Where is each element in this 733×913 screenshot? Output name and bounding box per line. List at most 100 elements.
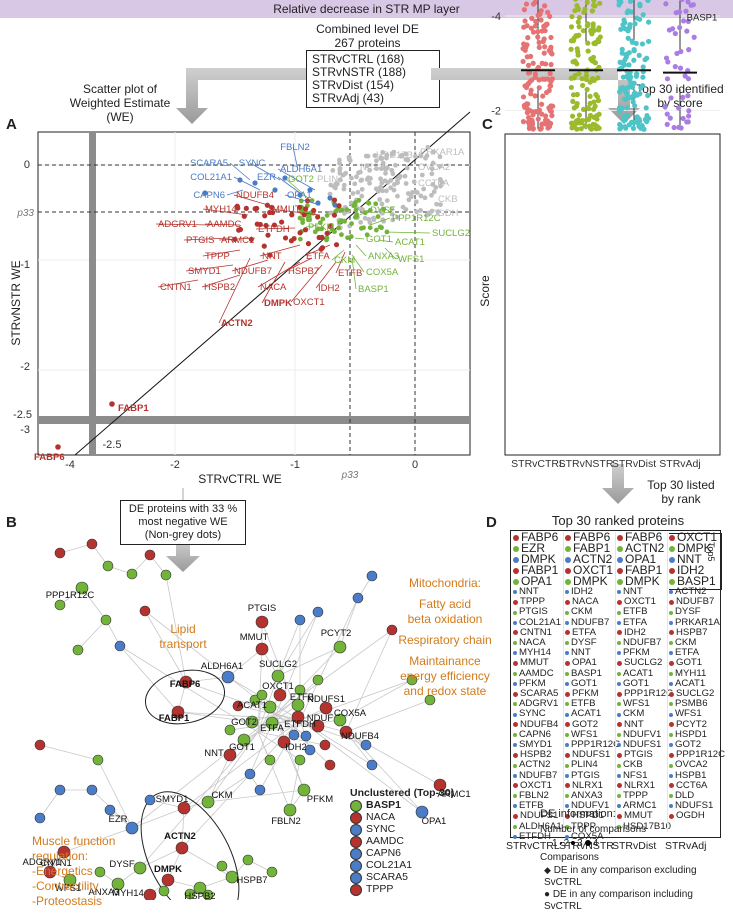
column-separator <box>667 532 668 832</box>
legend-item: CAPN6 <box>350 848 454 860</box>
ranked-dot <box>617 702 621 706</box>
ranked-dot <box>513 630 518 635</box>
diamond-text: DE in any comparison excluding SvCTRL <box>544 865 697 888</box>
network-node <box>256 643 268 655</box>
ranked-dot <box>617 774 621 778</box>
ranked-dot <box>565 764 569 768</box>
network-node <box>127 569 137 579</box>
node-label: IDH2 <box>285 742 307 753</box>
ranked-dot <box>669 621 673 625</box>
legend-item: SYNC <box>350 824 454 836</box>
network-node <box>55 548 65 558</box>
network-node <box>161 570 171 580</box>
network-edge <box>132 714 276 828</box>
ranked-dot <box>513 713 517 717</box>
network-node <box>55 600 65 610</box>
ranked-dot <box>669 733 673 737</box>
annotation-line: regulation: <box>32 849 142 864</box>
network-edge <box>132 808 184 828</box>
ranked-dot <box>513 535 519 541</box>
node-label: ALDH6A1 <box>201 661 243 672</box>
ranked-dot <box>617 600 622 605</box>
ranked-dot <box>669 722 674 727</box>
num-1: 1 <box>552 838 558 849</box>
ranked-dot <box>669 692 674 697</box>
node-label: COX5A <box>334 708 367 719</box>
node-label: MMUT <box>240 632 269 643</box>
ranked-dot <box>617 713 621 717</box>
ranked-dot <box>669 611 673 615</box>
legend-item: COL21A1 <box>350 860 454 872</box>
ranked-dot <box>513 733 517 737</box>
network-node <box>367 760 377 770</box>
legend-label: CAPN6 <box>366 848 401 860</box>
network-node <box>159 886 169 896</box>
ranked-dot <box>513 804 517 808</box>
ranked-dot <box>669 661 674 666</box>
node-label: ETFA <box>260 723 284 734</box>
ranked-dot <box>669 630 674 635</box>
ranked-dot <box>617 630 622 635</box>
network-node <box>87 785 97 795</box>
ranked-dot <box>617 611 621 615</box>
ranked-dot <box>565 713 569 717</box>
network-node <box>103 561 113 571</box>
ranked-dot <box>565 794 569 798</box>
ranked-dot <box>513 641 517 645</box>
network-node <box>87 539 97 549</box>
node-label: PTGIS <box>248 603 277 614</box>
ranked-dot <box>565 568 571 574</box>
ranked-dot <box>617 557 623 563</box>
network-node <box>295 755 305 765</box>
legend-label: AAMDC <box>366 836 404 848</box>
node-label: OXCT1 <box>262 681 294 692</box>
panel-d-letter: D <box>486 514 497 531</box>
legend-label: SYNC <box>366 824 395 836</box>
network-edge <box>78 620 106 650</box>
ranked-dot <box>669 672 673 676</box>
ranked-dot <box>565 641 569 645</box>
ranked-dot <box>565 672 569 676</box>
ranked-dot <box>513 651 517 655</box>
network-edge <box>340 598 358 647</box>
annotation-line: Muscle function <box>32 834 142 849</box>
ranked-dot <box>513 702 517 706</box>
ranked-dot <box>565 546 571 552</box>
network-node <box>217 861 227 871</box>
ranked-dot <box>669 713 673 717</box>
network-node <box>243 855 253 865</box>
ranked-dot <box>513 753 518 758</box>
ranked-dot <box>617 579 623 585</box>
network-node <box>35 813 45 823</box>
ranked-dot <box>669 641 673 645</box>
ranked-dot <box>513 774 517 778</box>
network-node <box>115 641 125 651</box>
ranked-dot <box>565 774 569 778</box>
column-separator <box>615 532 616 832</box>
ranked-dot <box>617 546 623 552</box>
ranked-dot <box>565 630 570 635</box>
node-label: PCYT2 <box>321 628 352 639</box>
network-node <box>313 607 323 617</box>
network-node <box>255 785 265 795</box>
network-node <box>267 867 277 877</box>
ranked-dot <box>565 621 569 625</box>
annotation-line: -Proteostasis <box>32 894 142 909</box>
legend-dot <box>350 860 362 872</box>
ranked-dot <box>565 733 569 737</box>
ranked-dot <box>513 579 519 585</box>
annotation-line: Fatty acid <box>380 597 510 612</box>
annotation-line: -Energetics <box>32 864 142 879</box>
network-node <box>144 889 156 900</box>
legend-item: BASP1 <box>350 800 454 812</box>
ranked-dot <box>513 722 518 727</box>
ranked-dot <box>565 579 571 585</box>
node-label: FABP6 <box>170 679 201 690</box>
ranked-dot <box>513 682 517 686</box>
annotation-line: Respiratory chain <box>380 633 510 648</box>
